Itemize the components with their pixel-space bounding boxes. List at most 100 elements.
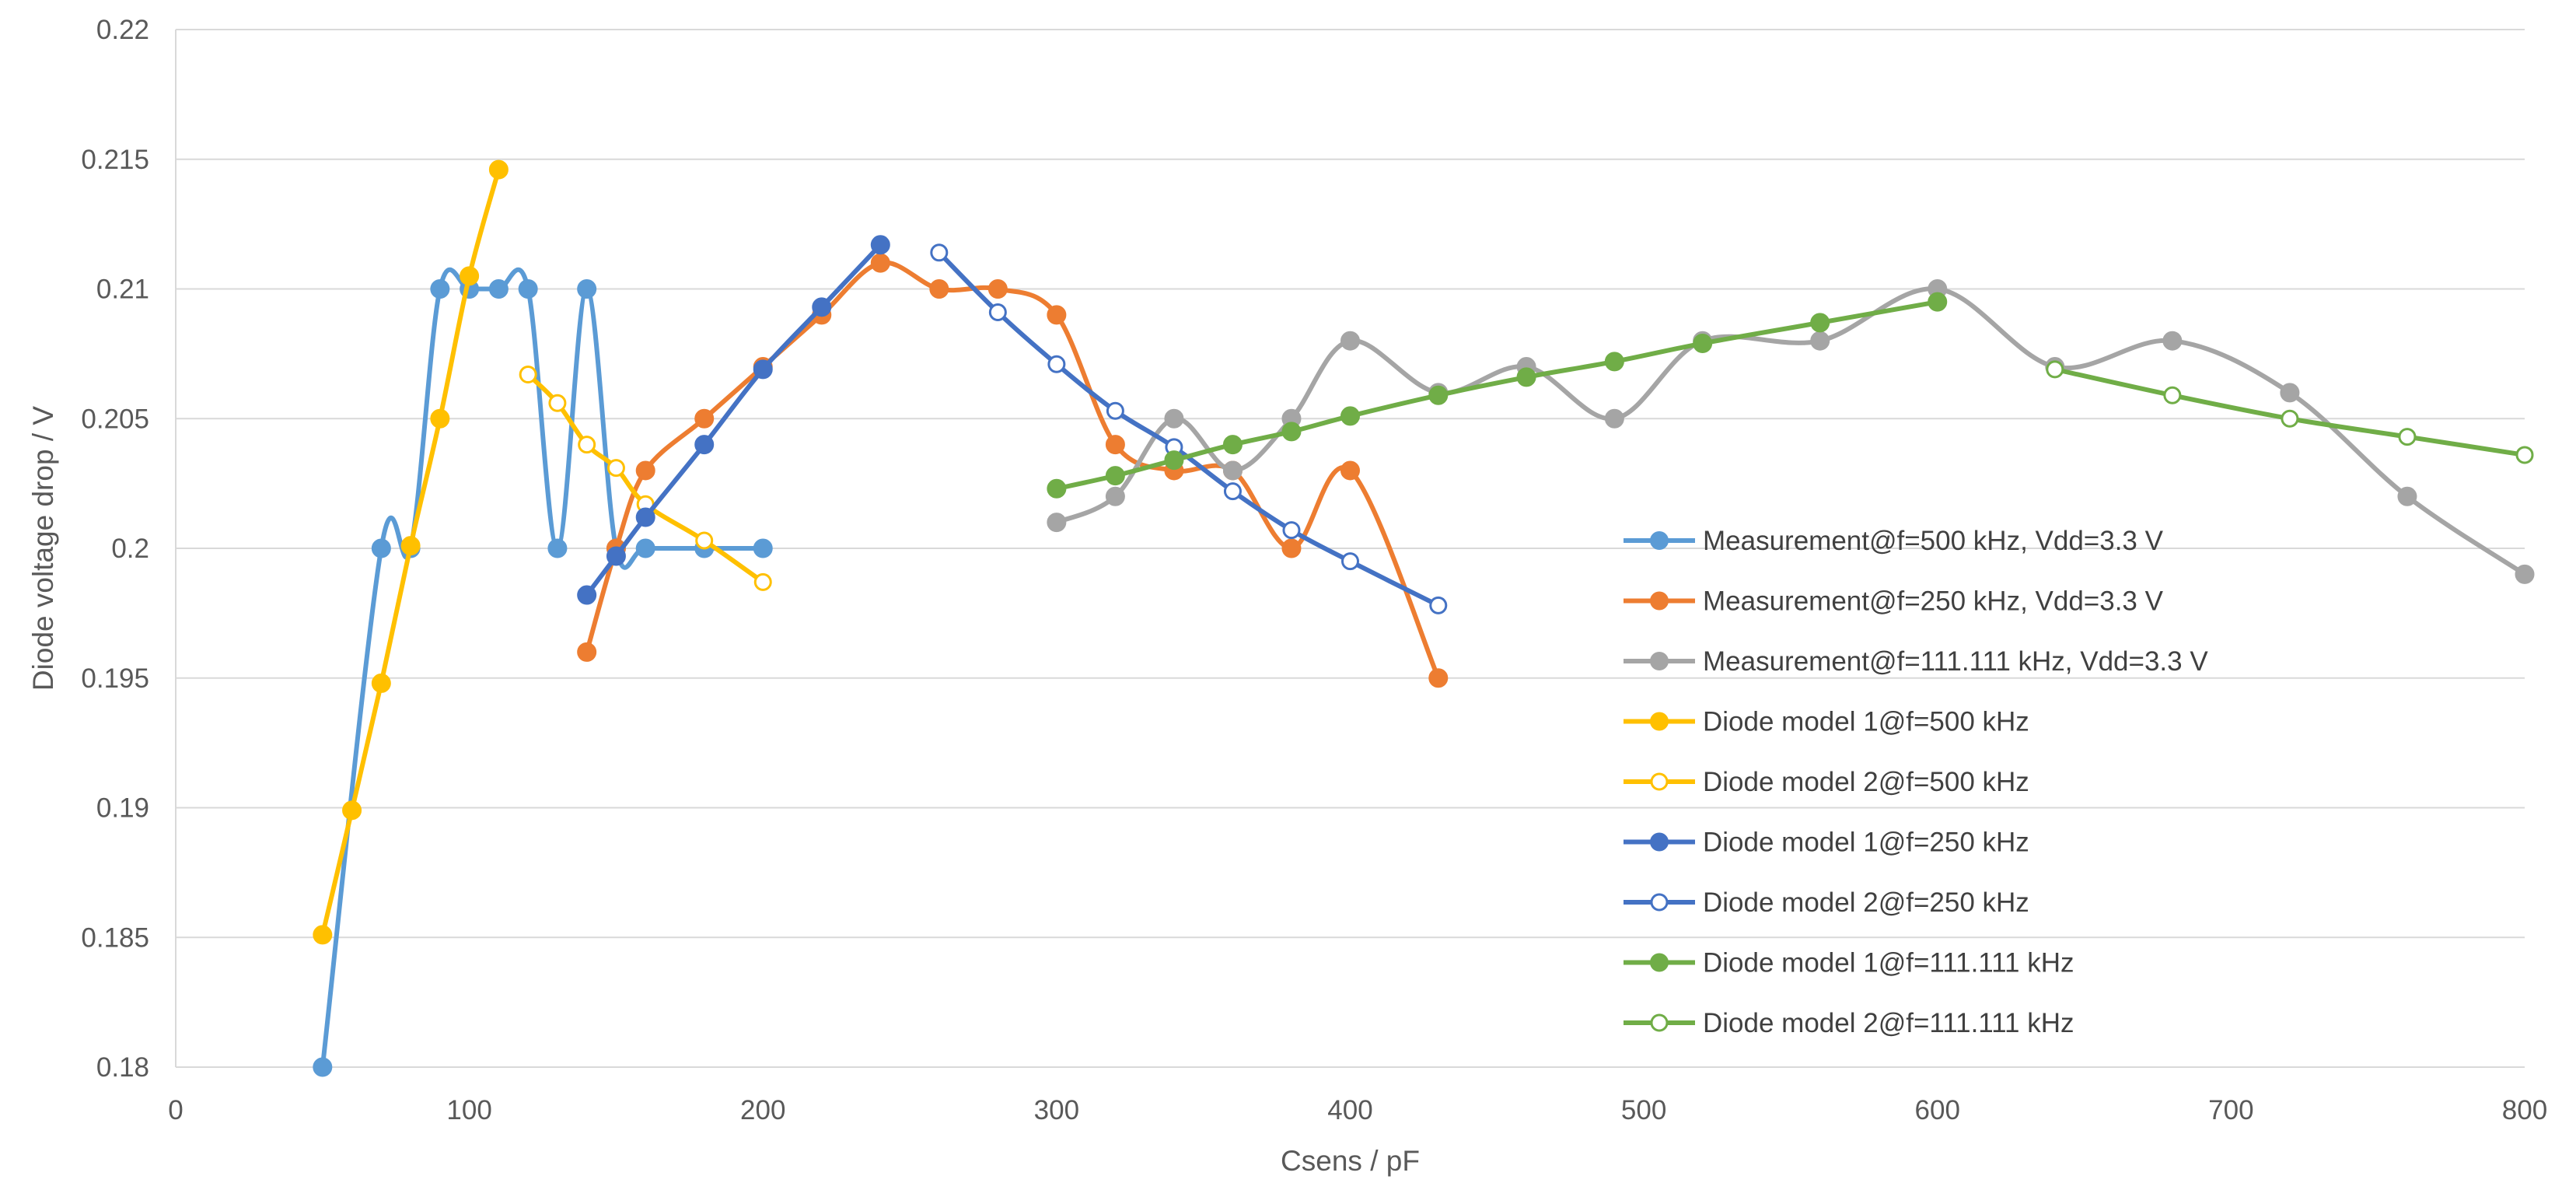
y-tick-label: 0.2 xyxy=(111,534,149,564)
legend-label: Measurement@f=500 kHz, Vdd=3.3 V xyxy=(1703,526,2164,556)
data-point xyxy=(1164,450,1184,471)
legend-entry: Measurement@f=250 kHz, Vdd=3.3 V xyxy=(1624,586,2164,617)
data-point xyxy=(1105,466,1125,486)
legend-entry: Diode model 2@f=250 kHz xyxy=(1624,887,2029,918)
data-point xyxy=(694,408,715,429)
y-tick-label: 0.195 xyxy=(81,663,149,694)
data-point xyxy=(519,366,537,384)
legend-marker xyxy=(1650,893,1669,912)
data-point xyxy=(2397,486,2417,506)
data-point xyxy=(2398,428,2417,446)
legend-entry: Measurement@f=111.111 kHz, Vdd=3.3 V xyxy=(1624,646,2208,677)
data-point xyxy=(578,436,596,454)
series-lines xyxy=(313,159,2535,1077)
y-tick-label: 0.18 xyxy=(96,1052,149,1083)
data-point xyxy=(2162,331,2183,351)
legend: Measurement@f=500 kHz, Vdd=3.3 V Measurem… xyxy=(1624,526,2208,1038)
data-point xyxy=(313,1057,333,1077)
data-point xyxy=(2281,409,2299,428)
legend-marker xyxy=(1650,712,1669,731)
data-point xyxy=(371,538,391,558)
series-diode-model-1-f-500-khz xyxy=(313,159,509,945)
data-point xyxy=(606,459,625,478)
legend-marker xyxy=(1650,531,1669,550)
data-point xyxy=(577,279,597,299)
data-point xyxy=(1428,668,1449,688)
data-point xyxy=(342,800,362,821)
data-point xyxy=(2515,446,2534,464)
legend-label: Diode model 1@f=250 kHz xyxy=(1703,828,2029,858)
x-tick-label: 300 xyxy=(1034,1095,1079,1125)
x-axis-title: Csens / pF xyxy=(1281,1145,1420,1177)
data-point xyxy=(2046,360,2064,379)
data-point xyxy=(1281,538,1302,558)
data-point xyxy=(1341,552,1359,571)
legend-label: Diode model 2@f=111.111 kHz xyxy=(1703,1008,2074,1038)
x-tick-label: 0 xyxy=(168,1095,183,1125)
data-point xyxy=(547,538,568,558)
gridlines xyxy=(176,29,2525,1068)
data-point xyxy=(2163,386,2182,404)
legend-label: Measurement@f=250 kHz, Vdd=3.3 V xyxy=(1703,586,2164,617)
data-point xyxy=(930,243,949,262)
data-point xyxy=(548,394,567,412)
y-tick-label: 0.21 xyxy=(96,275,149,305)
x-tick-label: 500 xyxy=(1621,1095,1666,1125)
data-point xyxy=(987,279,1008,299)
legend-entry: Diode model 1@f=500 kHz xyxy=(1624,707,2029,737)
legend-entry: Measurement@f=500 kHz, Vdd=3.3 V xyxy=(1624,526,2164,556)
data-point xyxy=(1105,435,1125,455)
data-point xyxy=(1428,385,1449,405)
data-point xyxy=(753,538,773,558)
legend-label: Measurement@f=111.111 kHz, Vdd=3.3 V xyxy=(1703,646,2208,677)
data-point xyxy=(753,359,773,380)
data-point xyxy=(812,297,832,317)
legend-entry: Diode model 2@f=500 kHz xyxy=(1624,767,2029,797)
legend-label: Diode model 1@f=500 kHz xyxy=(1703,707,2029,737)
axes: 0.18 0.185 0.19 0.195 0.2 0.205 0.21 0.215 0.22 0… xyxy=(81,15,2547,1125)
data-point xyxy=(1928,292,1948,312)
data-point xyxy=(1810,313,1830,333)
legend-marker xyxy=(1650,591,1669,611)
data-point xyxy=(870,253,890,273)
data-point xyxy=(1105,486,1125,506)
data-point xyxy=(1047,355,1066,373)
data-point xyxy=(400,536,421,556)
data-point xyxy=(460,266,480,286)
legend-marker xyxy=(1650,772,1669,791)
data-point xyxy=(1281,422,1302,442)
series-diode-model-2-f-111-111-khz xyxy=(2046,360,2534,464)
series-diode-model-2-f-500-khz xyxy=(519,366,772,591)
data-point xyxy=(929,279,949,299)
data-point xyxy=(1516,367,1536,387)
data-point xyxy=(988,303,1007,322)
data-point xyxy=(1340,406,1360,426)
y-tick-label: 0.185 xyxy=(81,922,149,953)
data-point xyxy=(1047,478,1067,499)
data-point xyxy=(430,408,450,429)
data-point xyxy=(430,279,450,299)
x-tick-label: 400 xyxy=(1327,1095,1372,1125)
data-point xyxy=(1047,305,1067,325)
series-line xyxy=(936,250,1441,608)
data-point xyxy=(313,925,333,945)
data-point xyxy=(2280,383,2300,403)
data-point xyxy=(606,546,626,566)
data-point xyxy=(488,279,509,299)
data-point xyxy=(1340,460,1360,481)
data-point xyxy=(1222,460,1243,481)
series-diode-model-2-f-250-khz xyxy=(930,243,1448,614)
data-point xyxy=(870,235,890,255)
data-point xyxy=(1223,482,1242,501)
data-point xyxy=(1340,331,1360,351)
data-point xyxy=(2515,564,2535,584)
data-point xyxy=(635,460,655,481)
data-point xyxy=(371,673,391,693)
legend-marker xyxy=(1650,832,1669,852)
legend-entry: Diode model 1@f=250 kHz xyxy=(1624,828,2029,858)
data-point xyxy=(1047,513,1067,533)
data-point xyxy=(1693,334,1713,354)
x-tick-label: 600 xyxy=(1915,1095,1960,1125)
